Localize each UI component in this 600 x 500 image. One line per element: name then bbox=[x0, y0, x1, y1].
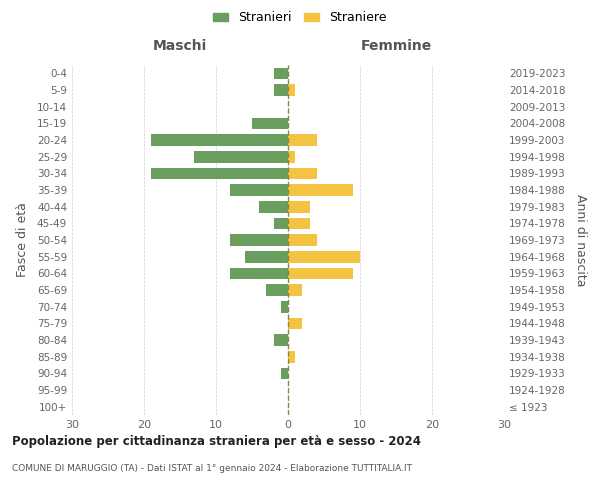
Bar bbox=[274, 218, 288, 229]
Bar bbox=[230, 184, 288, 196]
Bar bbox=[288, 284, 302, 296]
Bar bbox=[245, 251, 288, 262]
Bar bbox=[288, 168, 317, 179]
Bar bbox=[194, 151, 288, 162]
Bar bbox=[281, 368, 288, 379]
Bar bbox=[288, 84, 295, 96]
Bar bbox=[288, 251, 360, 262]
Bar bbox=[151, 168, 288, 179]
Text: COMUNE DI MARUGGIO (TA) - Dati ISTAT al 1° gennaio 2024 - Elaborazione TUTTITALI: COMUNE DI MARUGGIO (TA) - Dati ISTAT al … bbox=[12, 464, 412, 473]
Bar bbox=[288, 151, 295, 162]
Bar bbox=[151, 134, 288, 146]
Bar bbox=[281, 301, 288, 312]
Bar bbox=[230, 268, 288, 279]
Bar bbox=[288, 201, 310, 212]
Text: Femmine: Femmine bbox=[361, 40, 431, 54]
Bar bbox=[288, 234, 317, 246]
Bar bbox=[274, 334, 288, 346]
Bar bbox=[288, 268, 353, 279]
Bar bbox=[274, 68, 288, 79]
Bar bbox=[288, 318, 302, 329]
Bar bbox=[252, 118, 288, 129]
Bar bbox=[266, 284, 288, 296]
Bar bbox=[230, 234, 288, 246]
Bar bbox=[259, 201, 288, 212]
Bar bbox=[274, 84, 288, 96]
Text: Popolazione per cittadinanza straniera per età e sesso - 2024: Popolazione per cittadinanza straniera p… bbox=[12, 435, 421, 448]
Bar bbox=[288, 351, 295, 362]
Y-axis label: Anni di nascita: Anni di nascita bbox=[574, 194, 587, 286]
Text: Maschi: Maschi bbox=[153, 40, 207, 54]
Y-axis label: Fasce di età: Fasce di età bbox=[16, 202, 29, 278]
Bar bbox=[288, 184, 353, 196]
Legend: Stranieri, Straniere: Stranieri, Straniere bbox=[213, 11, 387, 24]
Bar bbox=[288, 134, 317, 146]
Bar bbox=[288, 218, 310, 229]
